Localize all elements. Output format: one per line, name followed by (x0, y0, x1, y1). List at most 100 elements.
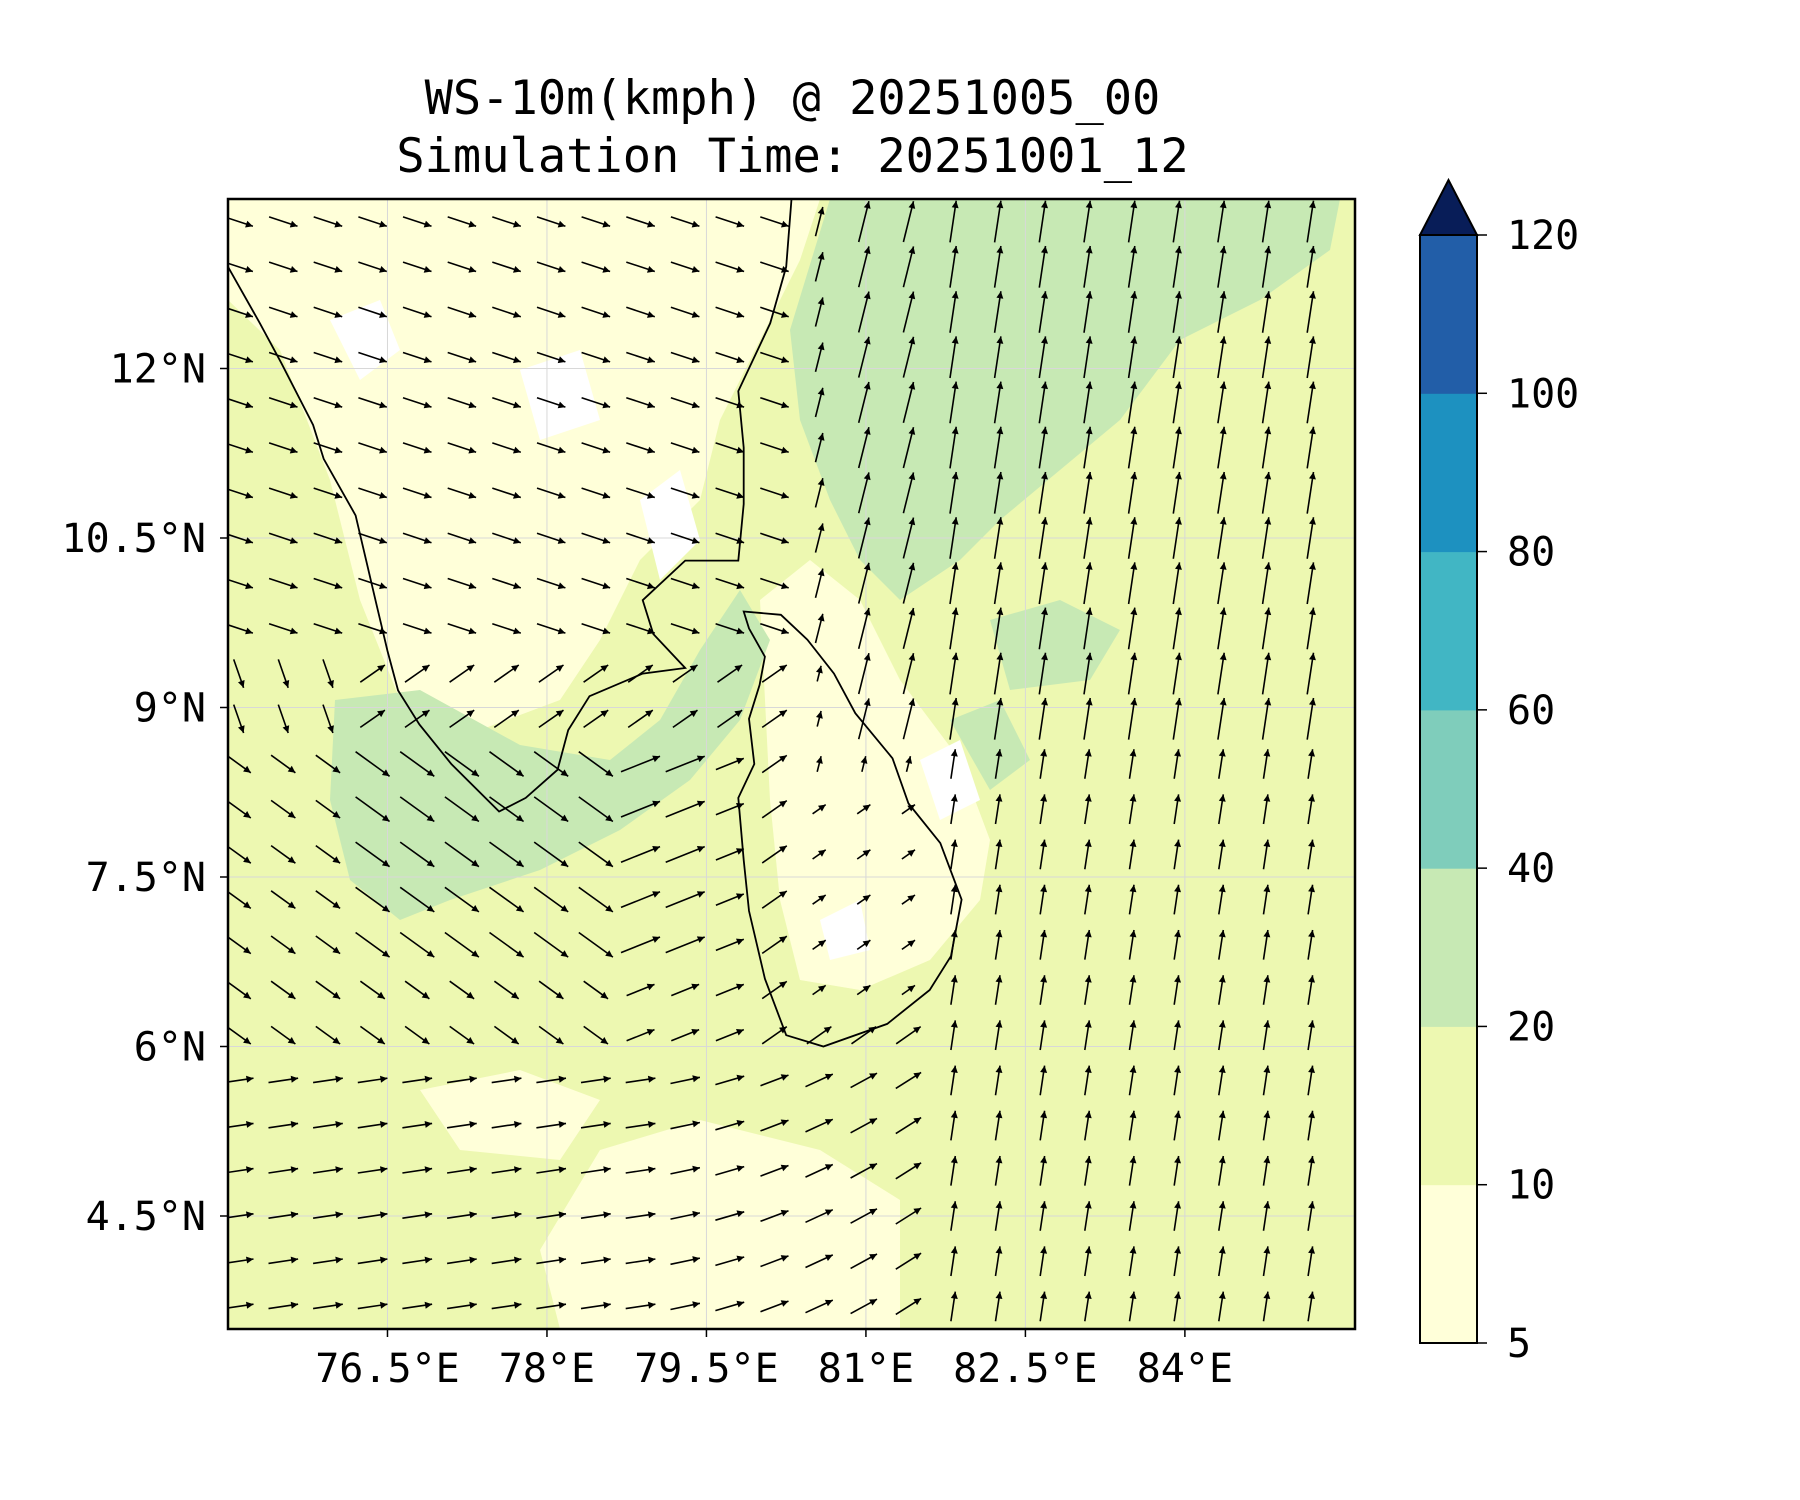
wind-vector (322, 704, 334, 734)
wind-vector (358, 351, 388, 364)
wind-vector (994, 1020, 1003, 1051)
wind-vector (760, 396, 789, 409)
wind-vector (315, 935, 341, 955)
wind-vector (404, 709, 430, 729)
wind-vector (850, 1208, 878, 1224)
wind-vector (715, 261, 745, 273)
wind-vector (315, 844, 341, 864)
wind-vector (489, 931, 525, 958)
wind-vector (1307, 1246, 1315, 1277)
wind-vector (994, 794, 1003, 825)
wind-vector (1084, 1246, 1092, 1277)
wind-vector (672, 664, 698, 683)
wind-vector (856, 984, 871, 996)
wind-vector (1173, 1155, 1181, 1186)
wind-vector (581, 261, 611, 273)
wind-vector (949, 607, 959, 650)
wind-vector (489, 841, 525, 868)
wind-vector (672, 709, 698, 729)
wind-vector (761, 890, 788, 909)
wind-vector (761, 754, 788, 774)
wind-vector (1306, 697, 1316, 740)
wind-vector (399, 796, 435, 823)
wind-vector (489, 886, 525, 913)
wind-vector (665, 755, 705, 773)
wind-vector (626, 261, 656, 273)
wind-vector (1127, 517, 1138, 559)
wind-vector (355, 751, 391, 777)
wind-vector (850, 1162, 878, 1179)
wind-vector (1262, 794, 1271, 825)
wind-vector (850, 1253, 878, 1270)
wind-vector (671, 983, 700, 997)
wind-vector (1127, 426, 1138, 469)
wind-vector (949, 426, 959, 469)
wind-vector (270, 799, 296, 819)
field-moderate-0 (790, 199, 1340, 600)
wind-vector (857, 472, 871, 514)
wind-vector (268, 396, 298, 409)
wind-vector (1217, 562, 1227, 605)
wind-vector (856, 849, 871, 860)
wind-vector (950, 1201, 958, 1231)
wind-vector (536, 306, 566, 318)
wind-vector (760, 216, 789, 228)
x-tick-label: 79.5°E (634, 1346, 779, 1392)
wind-vector (902, 246, 916, 288)
wind-vector (950, 929, 958, 960)
wind-vector (447, 622, 477, 635)
wind-vector (533, 931, 569, 958)
wind-vector (447, 487, 477, 499)
wind-vector (857, 291, 871, 333)
colorbar-bin (1420, 1184, 1477, 1344)
wind-vector (1127, 471, 1138, 514)
colorbar-bin (1420, 551, 1477, 711)
wind-vector (1218, 1246, 1226, 1277)
wind-vector (402, 532, 432, 544)
wind-vector (1261, 336, 1272, 379)
field-calm-2 (640, 470, 700, 580)
wind-vector (626, 216, 656, 228)
wind-vector (1307, 749, 1315, 779)
wind-vector (355, 841, 391, 868)
wind-vector (444, 751, 480, 777)
wind-vector (625, 1301, 656, 1310)
wind-vector (1083, 291, 1093, 333)
wind-vector (715, 216, 745, 228)
wind-vector (850, 1072, 878, 1089)
wind-vector (268, 1166, 299, 1174)
wind-vector (993, 471, 1004, 514)
wind-vector (1307, 1201, 1315, 1231)
wind-vector (491, 1256, 522, 1265)
wind-vector (670, 622, 700, 635)
wind-vector (580, 1301, 611, 1310)
wind-vector (492, 306, 522, 318)
colorbar-frame (1419, 234, 1478, 1344)
wind-vector (1173, 1020, 1181, 1051)
wind-vector (1038, 607, 1048, 650)
wind-vector (994, 1246, 1003, 1277)
wind-vector (949, 336, 959, 379)
wind-vector (993, 291, 1004, 333)
wind-vector (1083, 471, 1093, 514)
wind-vector (399, 931, 435, 958)
y-tick-label: 12°N (110, 347, 206, 393)
wind-vector (1307, 1155, 1315, 1186)
wind-vector (1173, 884, 1181, 915)
wind-vector (1218, 975, 1226, 1005)
wind-vector (533, 886, 569, 913)
wind-vector (760, 306, 789, 318)
coastline-india (228, 199, 793, 813)
wind-vector (1307, 1020, 1315, 1051)
wind-vector (313, 306, 343, 318)
wind-vector (1084, 749, 1092, 779)
wind-vector (1128, 794, 1137, 825)
wind-vector (489, 796, 525, 823)
wind-vector (277, 659, 290, 689)
wind-vector (895, 1252, 922, 1270)
colorbar-bin (1420, 1026, 1477, 1186)
wind-vector (1084, 1020, 1092, 1051)
wind-vector (399, 751, 435, 777)
wind-vector (761, 799, 788, 819)
